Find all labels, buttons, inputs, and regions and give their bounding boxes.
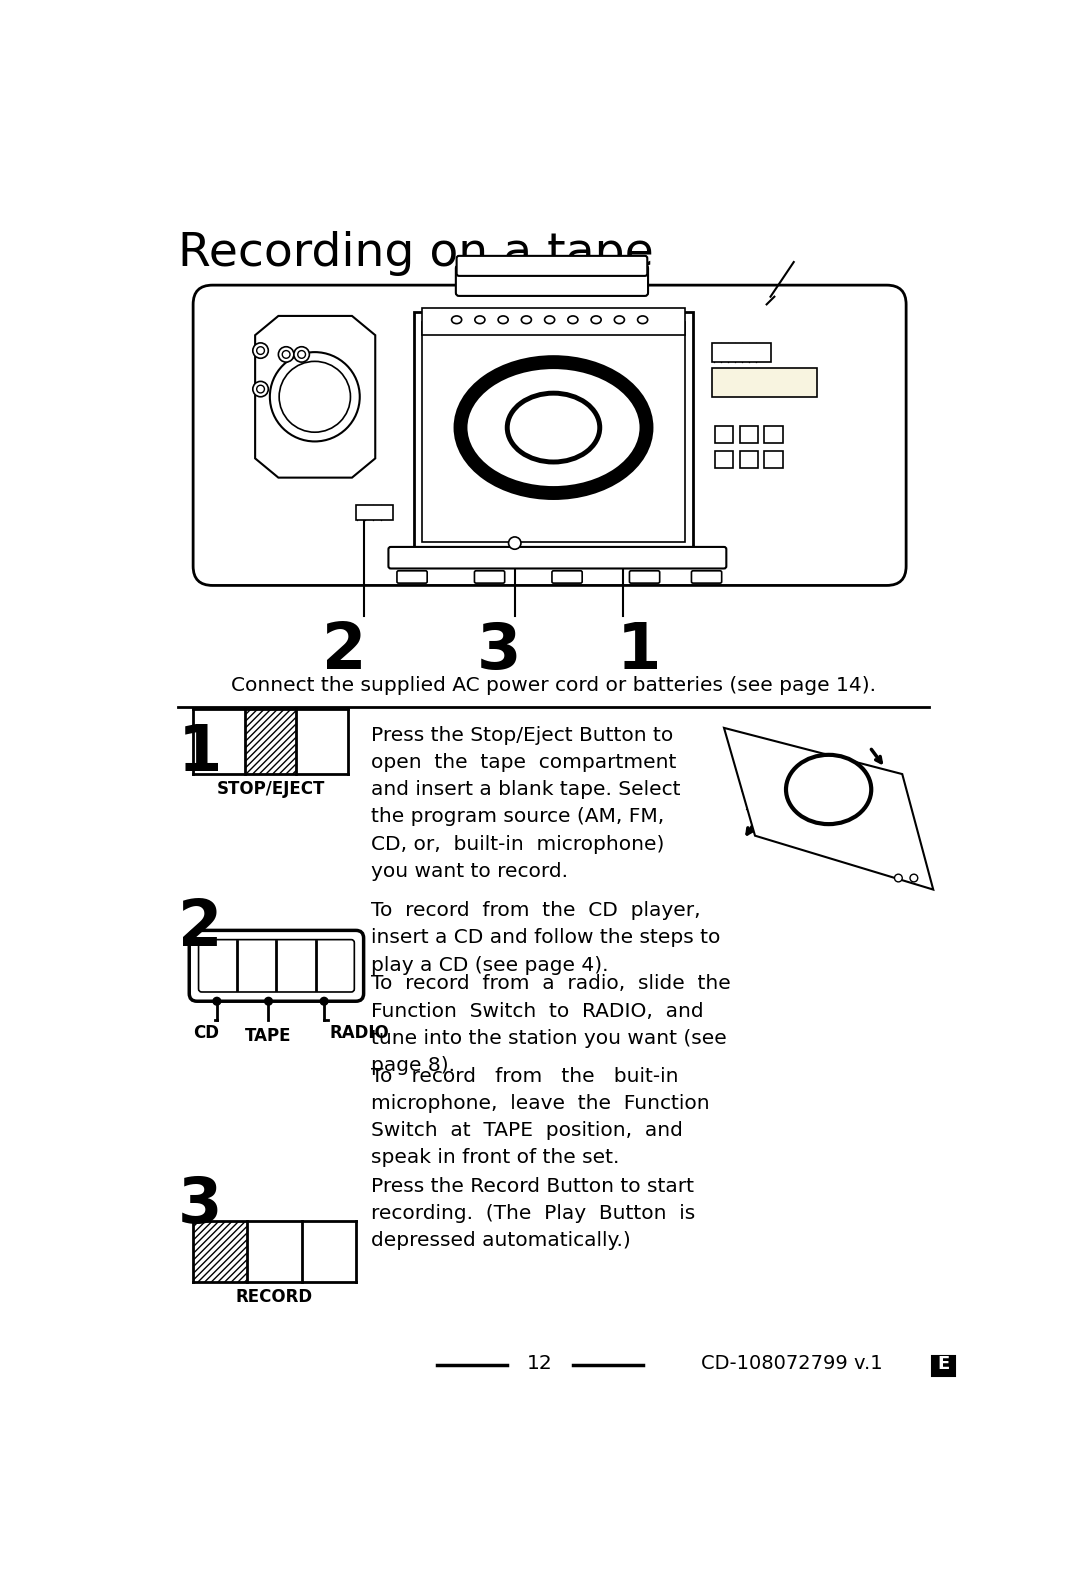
Bar	[422, 309, 685, 335]
Circle shape	[282, 351, 291, 359]
Circle shape	[298, 351, 306, 359]
Text: To   record   from   the   buit-in
microphone,  leave  the  Function
Switch  at : To record from the buit-in microphone, l…	[372, 1067, 710, 1168]
Text: E: E	[937, 1355, 949, 1373]
Circle shape	[910, 874, 918, 881]
Text: CD: CD	[193, 1025, 219, 1042]
Bar	[414, 312, 693, 551]
Circle shape	[509, 537, 521, 549]
Polygon shape	[255, 316, 375, 477]
FancyBboxPatch shape	[389, 546, 727, 568]
Text: Press the Record Button to start
recording.  (The  Play  Button  is
depressed au: Press the Record Button to start recordi…	[372, 1177, 696, 1250]
Ellipse shape	[544, 316, 555, 324]
Text: 12: 12	[527, 1354, 553, 1374]
Bar	[765, 427, 783, 442]
Bar	[422, 323, 685, 541]
Circle shape	[265, 998, 272, 1006]
Ellipse shape	[615, 316, 624, 324]
Ellipse shape	[498, 316, 509, 324]
Polygon shape	[724, 727, 933, 889]
Text: Connect the supplied AC power cord or batteries (see page 14).: Connect the supplied AC power cord or ba…	[231, 677, 876, 696]
Ellipse shape	[460, 362, 647, 493]
Ellipse shape	[451, 316, 461, 324]
Circle shape	[294, 346, 309, 362]
Bar	[715, 427, 733, 442]
Circle shape	[894, 874, 902, 881]
FancyBboxPatch shape	[630, 571, 660, 582]
Bar	[740, 450, 758, 467]
Circle shape	[213, 998, 220, 1006]
Circle shape	[257, 346, 265, 354]
Ellipse shape	[637, 316, 648, 324]
FancyBboxPatch shape	[456, 264, 648, 296]
Bar	[356, 505, 393, 519]
Text: 2: 2	[322, 620, 366, 682]
Circle shape	[270, 353, 360, 441]
Circle shape	[257, 386, 265, 394]
Text: Recording on a tape: Recording on a tape	[177, 231, 653, 275]
Ellipse shape	[786, 756, 872, 825]
Circle shape	[321, 998, 328, 1006]
Bar	[713, 343, 770, 362]
Text: RECORD: RECORD	[235, 1289, 313, 1306]
Bar	[765, 450, 783, 467]
Bar	[713, 367, 816, 397]
Text: To  record  from  a  radio,  slide  the
Function  Switch  to  RADIO,  and
tune i: To record from a radio, slide the Functi…	[372, 974, 731, 1075]
FancyBboxPatch shape	[397, 571, 428, 582]
Circle shape	[279, 346, 294, 362]
Bar	[932, 1357, 955, 1376]
Ellipse shape	[510, 395, 597, 460]
Text: CD-108072799 v.1: CD-108072799 v.1	[701, 1354, 882, 1374]
Bar	[740, 427, 758, 442]
FancyBboxPatch shape	[189, 930, 364, 1001]
Ellipse shape	[475, 316, 485, 324]
Ellipse shape	[568, 316, 578, 324]
FancyBboxPatch shape	[457, 257, 647, 275]
Text: STOP/EJECT: STOP/EJECT	[216, 781, 325, 798]
Bar	[245, 708, 296, 774]
Text: Press the Stop/Eject Button to
open  the  tape  compartment
and insert a blank t: Press the Stop/Eject Button to open the …	[372, 726, 680, 881]
Circle shape	[253, 343, 268, 359]
FancyBboxPatch shape	[691, 571, 721, 582]
Text: RADIO: RADIO	[329, 1025, 389, 1042]
Circle shape	[253, 381, 268, 397]
Ellipse shape	[591, 316, 602, 324]
Text: To  record  from  the  CD  player,
insert a CD and follow the steps to
play a CD: To record from the CD player, insert a C…	[372, 902, 720, 974]
Text: 3: 3	[177, 1174, 222, 1237]
Bar	[715, 450, 733, 467]
Text: TAPE: TAPE	[245, 1026, 292, 1045]
Text: 1: 1	[177, 722, 222, 784]
Ellipse shape	[509, 395, 598, 460]
Text: 1: 1	[617, 620, 661, 682]
FancyBboxPatch shape	[474, 571, 504, 582]
Circle shape	[279, 362, 350, 433]
FancyBboxPatch shape	[193, 285, 906, 586]
Ellipse shape	[522, 316, 531, 324]
FancyBboxPatch shape	[552, 571, 582, 582]
Bar	[193, 1221, 247, 1283]
Text: 3: 3	[477, 620, 522, 682]
Text: 2: 2	[177, 897, 222, 959]
